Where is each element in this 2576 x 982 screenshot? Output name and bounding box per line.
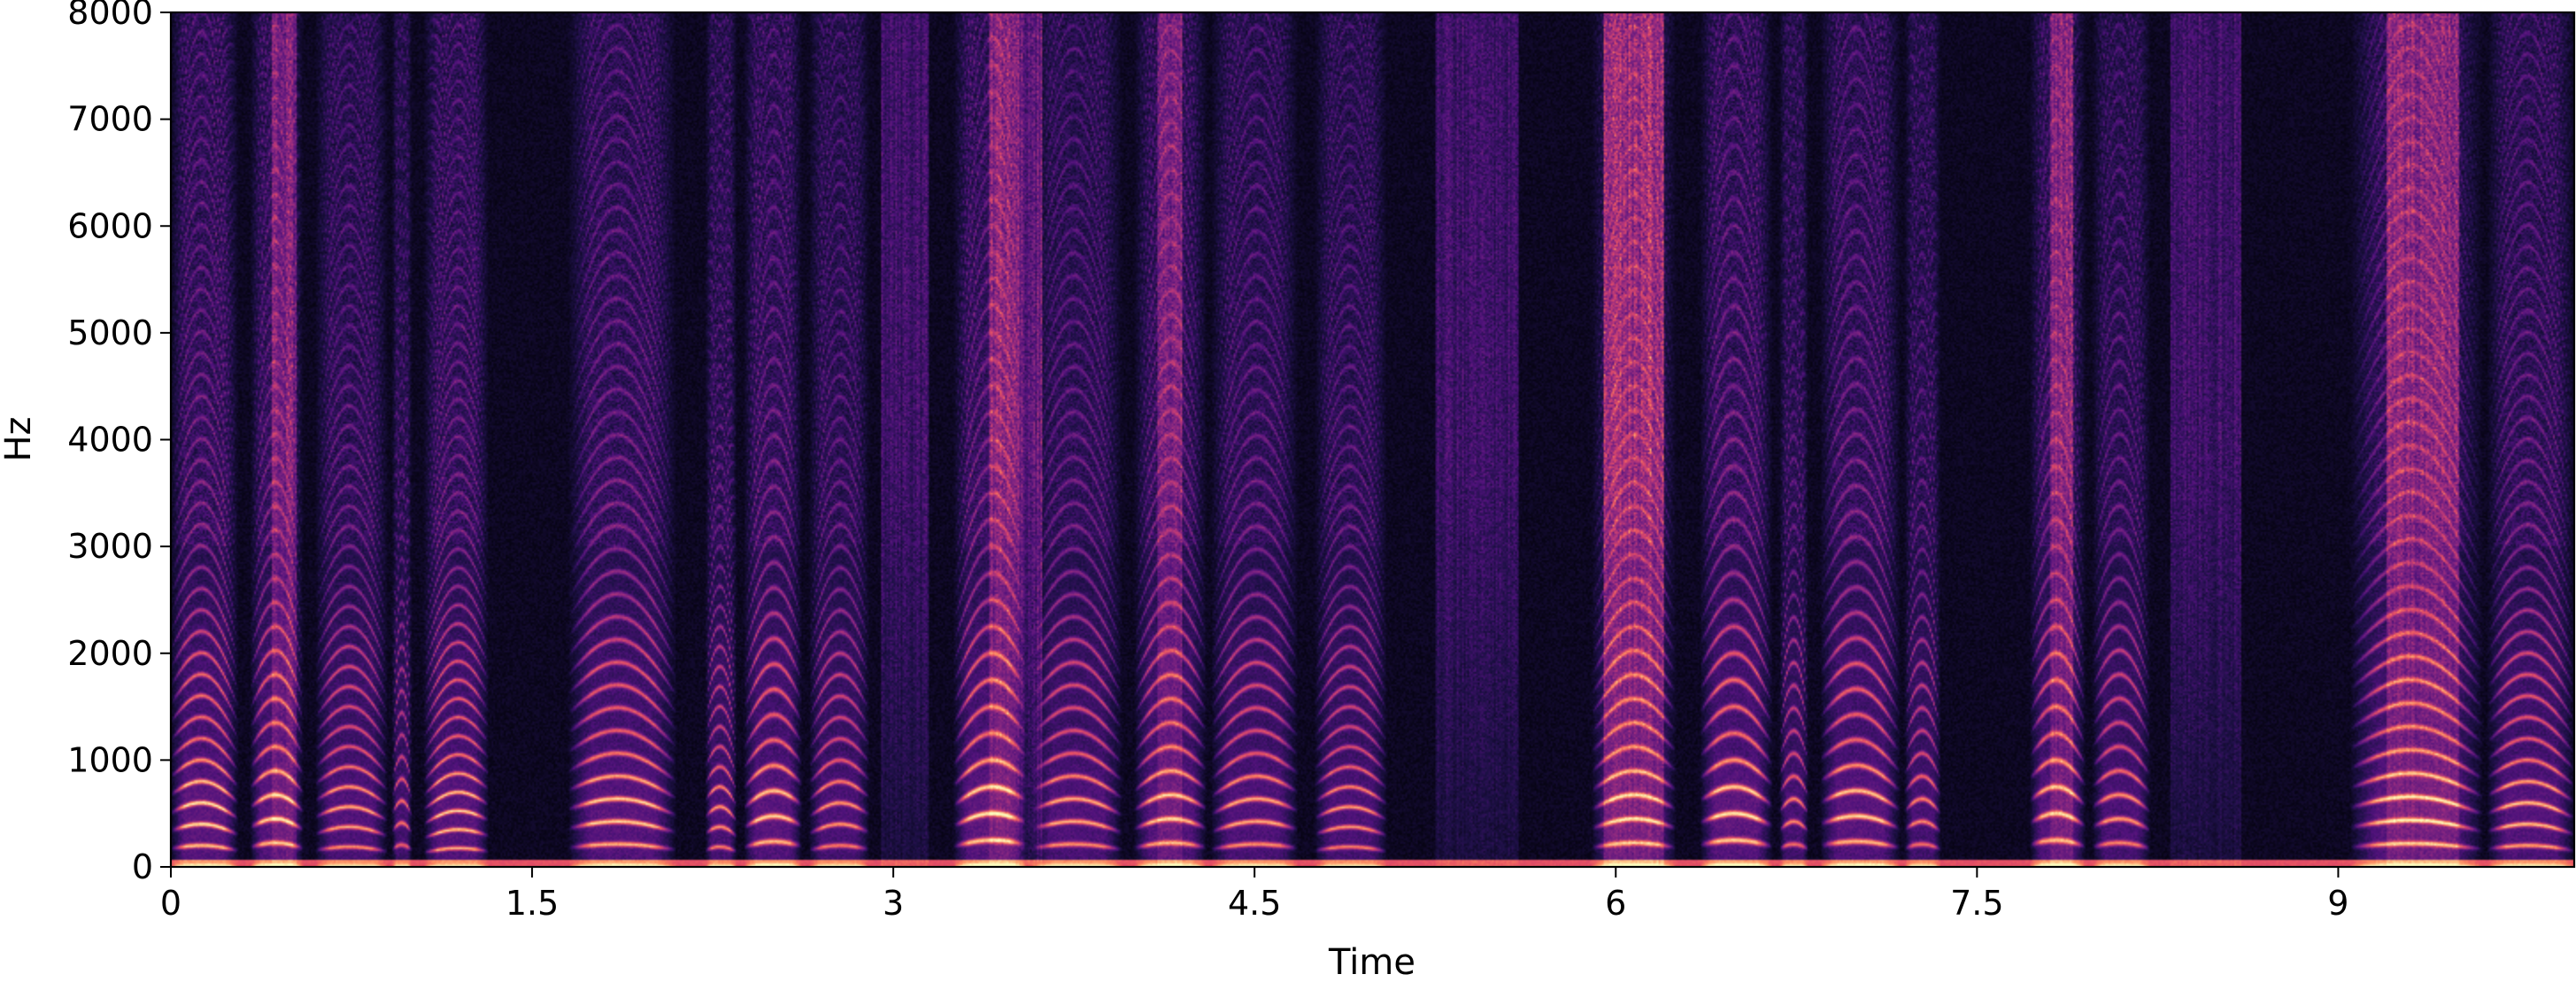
x-axis: 0 1.5 3 4.5 6 7.5 9 [160, 867, 2348, 923]
y-tick-label: 0 [132, 847, 153, 886]
y-tick-label: 5000 [67, 313, 153, 352]
x-tick-label: 6 [1605, 884, 1626, 923]
y-tick-label: 8000 [67, 0, 153, 32]
x-tick-label: 3 [883, 884, 904, 923]
x-tick-label: 9 [2327, 884, 2348, 923]
x-tick-label: 4.5 [1228, 884, 1281, 923]
y-tick-label: 3000 [67, 527, 153, 566]
spectrogram-image [171, 12, 2574, 867]
y-axis-label: Hz [0, 416, 39, 461]
y-axis: 0 1000 2000 3000 4000 5000 6000 7000 8000 [67, 0, 171, 886]
y-tick-label: 2000 [67, 634, 153, 673]
x-axis-label: Time [1328, 942, 1415, 982]
y-tick-label: 7000 [67, 100, 153, 139]
x-tick-label: 1.5 [505, 884, 559, 923]
x-tick-label: 0 [160, 884, 181, 923]
y-tick-label: 6000 [67, 206, 153, 245]
spectrogram-plot-area [169, 11, 2576, 869]
x-tick-label: 7.5 [1950, 884, 2003, 923]
y-tick-label: 4000 [67, 421, 153, 460]
y-tick-label: 1000 [67, 740, 153, 779]
